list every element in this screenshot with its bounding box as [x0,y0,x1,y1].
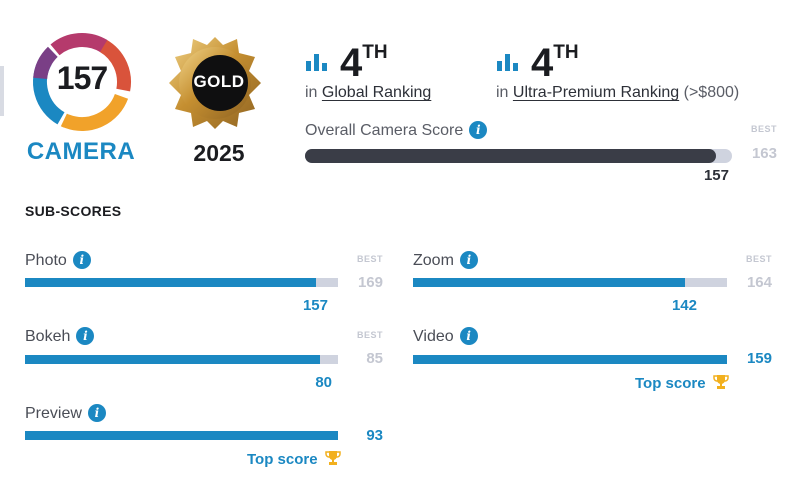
info-icon[interactable]: i [459,251,478,269]
sub-score-fill [25,431,338,440]
sub-score-bar [413,278,727,287]
sub-score-fill [413,355,727,364]
sub-score-label: Photo [25,252,67,269]
global-rank-prefix: in [305,84,318,101]
overall-score-label: Overall Camera Score [305,122,464,139]
sub-score-photo: Photo i [25,251,91,270]
sub-score-value: 142 [671,297,697,314]
ultra-premium-ranking-link[interactable]: Ultra-Premium Ranking [512,84,680,101]
global-rank-number: 4 [340,41,363,85]
price-range: (>$800) [683,84,740,101]
award-year: 2025 [193,140,245,166]
sub-score-zoom: Zoom i [413,251,478,270]
trophy-icon [324,451,341,465]
overall-best-tag: BEST [750,124,777,134]
camera-score-badge [32,33,131,131]
top-score-label: Top score [247,451,318,468]
overall-score-bar [305,149,732,163]
global-rank: 4TH [340,42,388,83]
sub-score-bokeh: Bokeh i [25,327,95,346]
segment-rank-line: in Ultra-Premium Ranking (>$800) [496,84,739,102]
bar-chart-icon [306,54,327,71]
sub-score-label: Video [413,328,454,345]
top-score-badge: Top score [635,374,729,392]
best-score: 164 [746,274,772,291]
global-rank-line: in Global Ranking [305,84,431,102]
overall-score-value: 157 [703,167,729,184]
best-tag: BEST [356,330,383,340]
global-rank-suffix: TH [362,42,388,63]
info-icon[interactable]: i [469,121,488,139]
top-score-badge: Top score [247,450,341,468]
info-icon[interactable]: i [87,404,106,422]
segment-rank: 4TH [531,42,579,83]
trophy-icon [712,375,729,389]
best-tag: BEST [356,254,383,264]
best-tag: BEST [745,254,772,264]
segment-rank-suffix: TH [553,42,579,63]
sub-score-bar [25,355,338,364]
info-icon[interactable]: i [76,327,95,345]
sub-score-fill [25,278,316,287]
info-icon[interactable]: i [459,327,478,345]
gold-award-badge [169,37,261,129]
award-label: GOLD [193,72,245,91]
sub-score-label: Zoom [413,252,454,269]
segment-rank-prefix: in [496,84,509,101]
sub-score-value: 159 [746,350,772,367]
sub-score-value: 157 [302,297,328,314]
side-panel-edge [0,66,4,116]
segment-rank-number: 4 [531,41,554,85]
global-ranking-link[interactable]: Global Ranking [321,84,432,101]
best-score: 169 [357,274,383,291]
sub-score-preview: Preview i [25,404,106,423]
sub-scores-title: SUB-SCORES [25,203,122,219]
info-icon[interactable]: i [72,251,91,269]
sub-score-value: 93 [366,427,383,444]
sub-score-label: Preview [25,405,82,422]
sub-score-label: Bokeh [25,328,71,345]
sub-score-video: Video i [413,327,478,346]
overall-best-score: 163 [751,145,777,162]
sub-score-bar [25,431,338,440]
top-score-label: Top score [635,375,706,392]
sub-score-fill [25,355,320,364]
sub-score-value: 80 [315,374,332,391]
camera-label: CAMERA [26,138,136,165]
overall-score-fill [305,149,717,163]
bar-chart-icon [497,54,518,71]
best-score: 85 [366,350,383,367]
sub-score-bar [413,355,727,364]
camera-score-value: 157 [56,60,108,96]
sub-score-fill [413,278,685,287]
sub-score-bar [25,278,338,287]
overall-score-heading: Overall Camera Score i [305,121,488,140]
